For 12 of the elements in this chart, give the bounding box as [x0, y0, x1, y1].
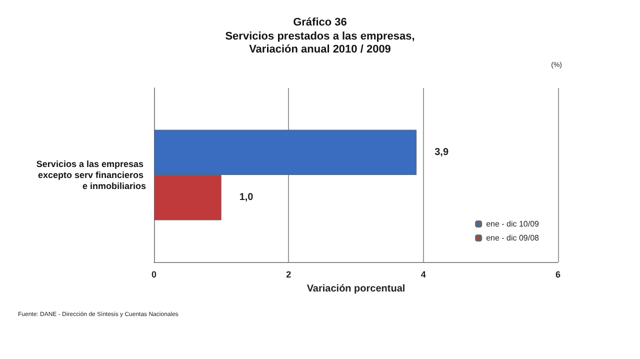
- data-label: 1,0: [239, 192, 254, 204]
- legend-label: ene - dic 10/09: [486, 220, 540, 228]
- chart-title: Gráfico 36: [293, 16, 347, 28]
- legend-label: ene - dic 09/08: [486, 234, 540, 242]
- data-label: 3,9: [434, 146, 449, 158]
- x-tick-label: 4: [420, 270, 426, 280]
- chart-subtitle: Servicios prestados a las empresas, Variación anual 2010 / 2009: [225, 30, 415, 56]
- x-tick-label: 2: [286, 270, 292, 280]
- x-tick-label: 0: [151, 270, 157, 280]
- x-axis-title: Variación porcentual: [306, 283, 406, 294]
- y-tick-label: Servicios a las empresas excepto serv financieros e inmobiliarios: [36, 159, 146, 191]
- x-tick-label: 6: [555, 270, 561, 280]
